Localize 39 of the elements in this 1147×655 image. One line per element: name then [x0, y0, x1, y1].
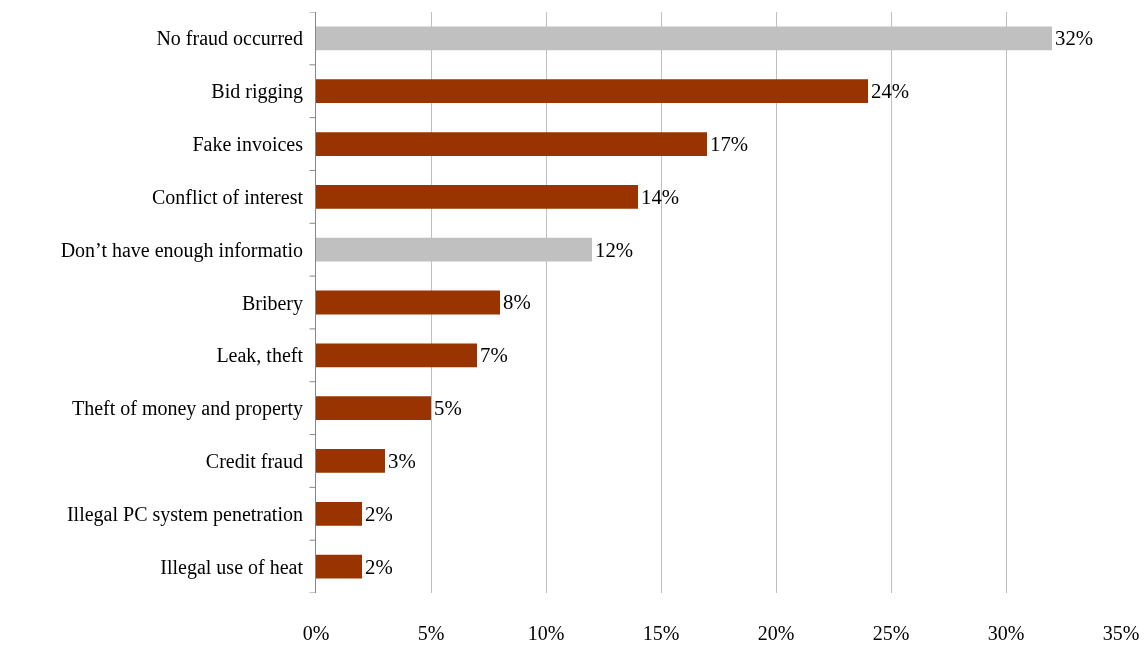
x-tick-label: 15%	[642, 622, 680, 644]
x-tick-label: 20%	[757, 622, 795, 644]
data-label: 14%	[641, 184, 680, 208]
data-label: 12%	[595, 237, 634, 261]
y-tick-label: Bribery	[241, 291, 303, 315]
data-label: 17%	[710, 131, 749, 155]
y-tick-label: Fake invoices	[192, 133, 304, 156]
y-tick-label: Don’t have enough informatio	[60, 238, 303, 262]
y-tick-label: Credit fraud	[205, 449, 303, 472]
y-tick-label: Leak, theft	[216, 344, 304, 367]
data-label: 2%	[365, 554, 393, 578]
x-tick-label: 25%	[872, 622, 910, 644]
bar	[316, 449, 385, 473]
x-tick-label: 10%	[527, 622, 565, 644]
x-tick-label: 35%	[1102, 622, 1140, 644]
y-tick-label: Theft of money and property	[71, 397, 303, 421]
bar	[316, 554, 362, 579]
data-label: 3%	[388, 448, 416, 472]
x-tick-label: 5%	[417, 622, 445, 644]
bar	[316, 290, 500, 315]
data-label: 7%	[480, 343, 508, 367]
data-label: 24%	[871, 79, 910, 103]
y-tick-label: Illegal use of heat	[160, 555, 304, 579]
data-label: 2%	[365, 501, 393, 525]
bar	[316, 396, 431, 421]
y-tick-label: No fraud occurred	[156, 27, 303, 50]
y-tick-label: Bid rigging	[211, 80, 303, 104]
x-tick-label: 30%	[987, 622, 1025, 644]
data-label: 8%	[503, 290, 531, 314]
y-tick-label: Conflict of interest	[151, 185, 304, 208]
bar	[316, 132, 707, 156]
bar	[316, 343, 477, 368]
bar	[316, 501, 362, 526]
y-tick-label: Illegal PC system penetration	[66, 502, 303, 526]
bar	[316, 184, 638, 209]
x-tick-label: 0%	[302, 622, 330, 644]
data-label: 32%	[1055, 26, 1094, 50]
data-label: 5%	[434, 396, 462, 420]
bar	[316, 79, 868, 104]
